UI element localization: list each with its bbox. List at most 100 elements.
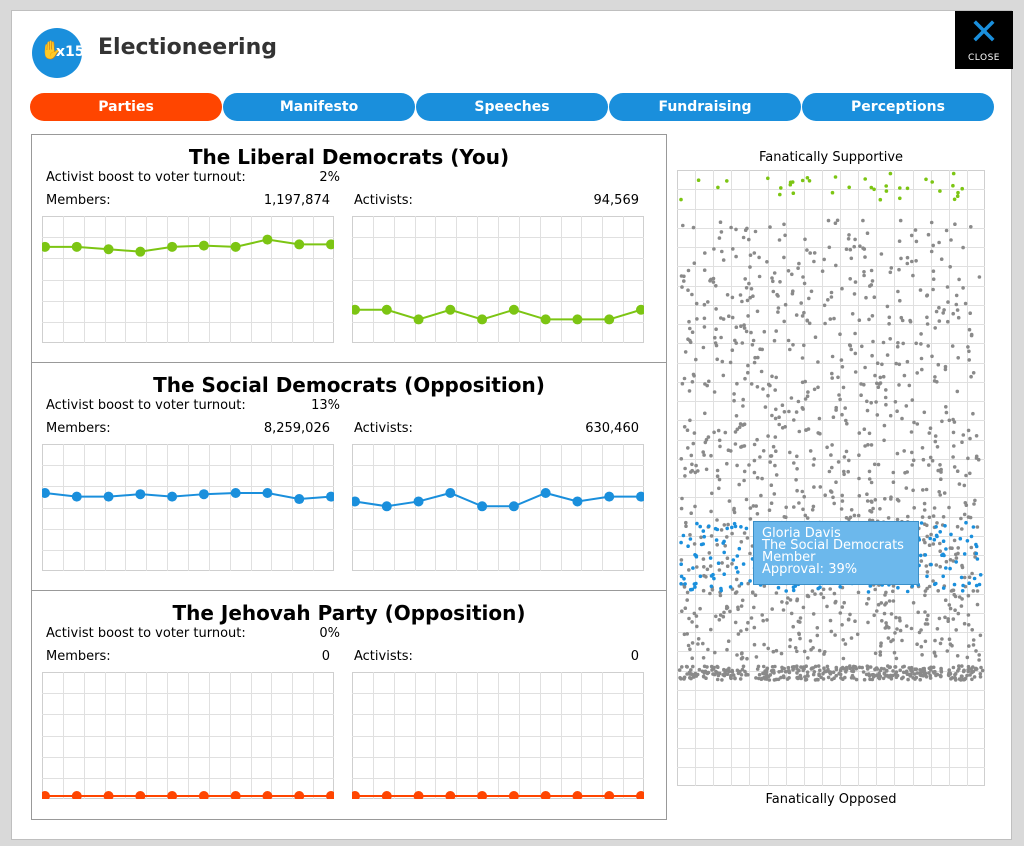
voter-dot — [913, 228, 918, 232]
voter-dot — [801, 665, 806, 669]
voter-dot — [813, 592, 817, 596]
voter-dot — [773, 435, 778, 439]
voter-dot — [937, 305, 941, 310]
voter-dot — [943, 598, 948, 602]
voter-dot — [685, 672, 689, 676]
trend-point — [103, 791, 114, 799]
trend-point — [477, 791, 488, 799]
tab-manifesto[interactable]: Manifesto — [223, 93, 415, 121]
tab-perceptions[interactable]: Perceptions — [802, 93, 994, 121]
voter-dot — [966, 428, 971, 433]
voter-dot — [754, 504, 758, 508]
voter-dot — [915, 642, 919, 646]
voter-dot — [792, 665, 796, 669]
voter-dot — [823, 493, 827, 498]
voter-dot — [813, 664, 818, 669]
voter-dot — [853, 351, 858, 356]
voter-dot — [771, 289, 776, 294]
voter-dot — [684, 520, 688, 525]
voter-dot — [726, 522, 730, 527]
voter-dot — [739, 673, 744, 677]
voter-dot — [778, 192, 782, 197]
voter-dot — [892, 650, 897, 655]
voter-dot — [679, 562, 683, 566]
voter-dot — [932, 537, 937, 542]
trend-point — [71, 791, 82, 799]
voter-dot — [810, 508, 815, 512]
voter-dot — [721, 258, 726, 262]
voter-dot — [755, 385, 760, 389]
voter-dot — [891, 589, 895, 594]
voter-perception-scatter[interactable] — [677, 170, 985, 786]
voter-dot — [965, 655, 970, 660]
voter-dot — [959, 516, 963, 521]
voter-dot — [739, 604, 744, 608]
voter-dot — [898, 628, 903, 633]
voter-dot — [682, 376, 687, 381]
voter-dot — [780, 403, 785, 407]
trend-point — [167, 241, 178, 252]
voter-dot — [688, 533, 692, 537]
voter-dot — [702, 573, 706, 578]
close-button[interactable]: ✕ CLOSE — [955, 11, 1013, 69]
voter-dot — [743, 376, 747, 381]
voter-dot — [918, 673, 923, 677]
voter-dot — [798, 636, 802, 641]
voter-dot — [915, 671, 920, 675]
voter-dot — [725, 535, 729, 539]
voter-dot — [811, 504, 816, 509]
voter-dot — [708, 564, 713, 568]
voter-dot — [905, 261, 910, 266]
voter-dot — [744, 497, 749, 502]
voter-dot — [735, 463, 739, 468]
voter-dot — [938, 463, 942, 467]
voter-dot — [725, 461, 729, 466]
voter-dot — [876, 602, 881, 607]
voter-dot — [680, 285, 684, 289]
voter-dot — [741, 664, 746, 669]
voter-dot — [943, 615, 947, 620]
voter-dot — [895, 517, 900, 522]
voter-dot — [935, 627, 940, 631]
voter-dot — [962, 552, 967, 556]
activists-label: Activists: — [354, 421, 413, 436]
voter-dot — [939, 477, 943, 482]
voter-dot — [689, 676, 693, 681]
voter-dot — [872, 462, 877, 467]
voter-dot — [899, 315, 904, 320]
voter-dot — [759, 493, 763, 498]
voter-dot — [734, 227, 738, 232]
voter-dot — [855, 632, 860, 637]
voter-dot — [951, 559, 956, 563]
voter-dot — [792, 418, 796, 422]
voter-dot — [978, 573, 983, 577]
voter-dot — [791, 588, 796, 593]
voter-dot — [713, 341, 718, 345]
voter-dot — [732, 392, 736, 396]
voter-dot — [753, 355, 757, 360]
voter-dot — [847, 458, 851, 463]
voter-dot — [763, 670, 768, 674]
voter-dot — [753, 229, 758, 234]
voter-dot — [882, 671, 887, 676]
voter-dot — [945, 649, 950, 653]
voter-tooltip: Gloria Davis The Social Democrats Member… — [753, 521, 919, 585]
voter-dot — [903, 471, 907, 475]
members-label: Members: — [46, 193, 111, 208]
voter-dot — [837, 393, 841, 397]
voter-dot — [894, 672, 898, 676]
trend-point — [604, 491, 615, 502]
voter-dot — [850, 669, 854, 673]
voter-dot — [950, 344, 955, 348]
trend-point — [445, 304, 456, 315]
tab-fundraising[interactable]: Fundraising — [609, 93, 801, 121]
voter-dot — [951, 311, 955, 316]
voter-dot — [776, 310, 780, 314]
voter-dot — [734, 565, 739, 570]
voter-dot — [936, 589, 940, 593]
voter-dot — [795, 649, 799, 654]
tab-speeches[interactable]: Speeches — [416, 93, 608, 121]
voter-dot — [953, 676, 957, 680]
voter-dot — [822, 669, 827, 674]
tab-parties[interactable]: Parties — [30, 93, 222, 121]
